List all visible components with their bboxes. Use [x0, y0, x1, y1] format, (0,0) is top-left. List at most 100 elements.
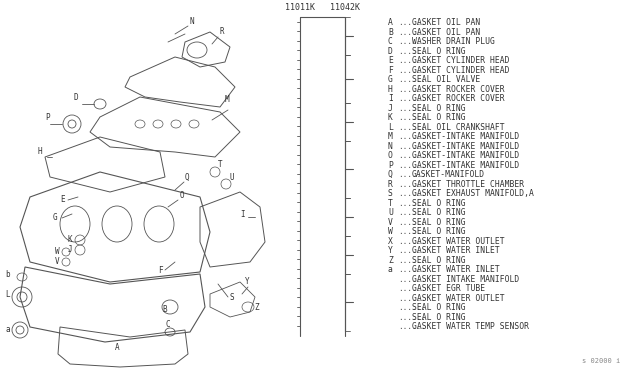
- Text: GASKET EXHAUST MANIFOLD,A: GASKET EXHAUST MANIFOLD,A: [412, 189, 534, 198]
- Text: WASHER DRAIN PLUG: WASHER DRAIN PLUG: [412, 37, 495, 46]
- Text: GASKET WATER OUTLET: GASKET WATER OUTLET: [412, 237, 504, 246]
- Text: I: I: [388, 94, 393, 103]
- Text: SEAL OIL CRANKSHAFT: SEAL OIL CRANKSHAFT: [412, 123, 504, 132]
- Text: V: V: [388, 218, 393, 227]
- Text: F: F: [158, 266, 163, 275]
- Text: M: M: [225, 95, 230, 104]
- Text: ......: ......: [398, 113, 426, 122]
- Text: ......: ......: [398, 218, 426, 227]
- Text: S: S: [230, 293, 235, 302]
- Text: ......: ......: [398, 275, 426, 284]
- Text: ......: ......: [398, 322, 426, 331]
- Text: SEAL O RING: SEAL O RING: [412, 47, 466, 56]
- Text: GASKET OIL PAN: GASKET OIL PAN: [412, 18, 480, 27]
- Text: GASKET-INTAKE MANIFOLD: GASKET-INTAKE MANIFOLD: [412, 132, 519, 141]
- Text: C: C: [166, 320, 171, 329]
- Text: L: L: [5, 290, 10, 299]
- Text: ......: ......: [398, 142, 426, 151]
- Text: E: E: [388, 56, 393, 65]
- Text: K: K: [388, 113, 393, 122]
- Text: I: I: [240, 210, 244, 219]
- Text: J: J: [68, 245, 72, 254]
- Text: T: T: [388, 199, 393, 208]
- Text: A: A: [115, 343, 120, 352]
- Text: ......: ......: [398, 256, 426, 265]
- Text: Z: Z: [254, 303, 259, 312]
- Text: GASKET CYLINDER HEAD: GASKET CYLINDER HEAD: [412, 56, 509, 65]
- Text: H: H: [388, 85, 393, 94]
- Text: P: P: [45, 113, 50, 122]
- Text: ......: ......: [398, 294, 426, 303]
- Text: T: T: [218, 160, 223, 169]
- Text: ......: ......: [398, 199, 426, 208]
- Text: S: S: [388, 189, 393, 198]
- Text: SEAL O RING: SEAL O RING: [412, 313, 466, 322]
- Text: B: B: [388, 28, 393, 37]
- Text: GASKET-INTAKE MANIFOLD: GASKET-INTAKE MANIFOLD: [412, 161, 519, 170]
- Text: W: W: [55, 247, 60, 256]
- Text: D: D: [73, 93, 77, 102]
- Text: GASKET THROTTLE CHAMBER: GASKET THROTTLE CHAMBER: [412, 180, 524, 189]
- Text: b: b: [5, 270, 10, 279]
- Text: ......: ......: [398, 246, 426, 255]
- Text: GASKET EGR TUBE: GASKET EGR TUBE: [412, 284, 485, 293]
- Text: GASKET ROCKER COVER: GASKET ROCKER COVER: [412, 94, 504, 103]
- Text: ......: ......: [398, 313, 426, 322]
- Text: s 02000 i: s 02000 i: [582, 358, 620, 364]
- Text: G: G: [53, 213, 58, 222]
- Text: L: L: [388, 123, 393, 132]
- Text: GASKET OIL PAN: GASKET OIL PAN: [412, 28, 480, 37]
- Text: Q: Q: [388, 170, 393, 179]
- Text: GASKET WATER OUTLET: GASKET WATER OUTLET: [412, 294, 504, 303]
- Text: ......: ......: [398, 170, 426, 179]
- Text: Q: Q: [185, 173, 189, 182]
- Text: ......: ......: [398, 104, 426, 113]
- Text: C: C: [388, 37, 393, 46]
- Text: N: N: [388, 142, 393, 151]
- Text: ......: ......: [398, 265, 426, 274]
- Text: P: P: [388, 161, 393, 170]
- Text: GASKET WATER INLET: GASKET WATER INLET: [412, 246, 500, 255]
- Text: GASKET WATER INLET: GASKET WATER INLET: [412, 265, 500, 274]
- Text: O: O: [388, 151, 393, 160]
- Text: ......: ......: [398, 94, 426, 103]
- Text: SEAL O RING: SEAL O RING: [412, 227, 466, 236]
- Text: GASKET-MANIFOLD: GASKET-MANIFOLD: [412, 170, 485, 179]
- Text: ......: ......: [398, 303, 426, 312]
- Text: ......: ......: [398, 75, 426, 84]
- Text: J: J: [388, 104, 393, 113]
- Text: ......: ......: [398, 18, 426, 27]
- Text: ......: ......: [398, 132, 426, 141]
- Text: Y: Y: [245, 277, 250, 286]
- Text: F: F: [388, 66, 393, 75]
- Text: ......: ......: [398, 151, 426, 160]
- Text: X: X: [388, 237, 393, 246]
- Text: R: R: [388, 180, 393, 189]
- Text: W: W: [388, 227, 393, 236]
- Text: M: M: [388, 132, 393, 141]
- Text: SEAL O RING: SEAL O RING: [412, 113, 466, 122]
- Text: SEAL O RING: SEAL O RING: [412, 303, 466, 312]
- Text: E: E: [60, 195, 65, 204]
- Text: ......: ......: [398, 284, 426, 293]
- Text: ......: ......: [398, 85, 426, 94]
- Text: ......: ......: [398, 28, 426, 37]
- Text: ......: ......: [398, 66, 426, 75]
- Text: ......: ......: [398, 208, 426, 217]
- Text: 11011K: 11011K: [285, 3, 315, 12]
- Text: K: K: [68, 235, 72, 244]
- Text: ......: ......: [398, 237, 426, 246]
- Text: a: a: [388, 265, 393, 274]
- Text: a: a: [5, 325, 10, 334]
- Text: ......: ......: [398, 47, 426, 56]
- Text: Z: Z: [388, 256, 393, 265]
- Text: D: D: [388, 47, 393, 56]
- Text: O: O: [180, 191, 184, 200]
- Text: N: N: [190, 17, 195, 26]
- Text: SEAL O RING: SEAL O RING: [412, 104, 466, 113]
- Text: R: R: [220, 27, 225, 36]
- Text: GASKET INTAKE MANIFOLD: GASKET INTAKE MANIFOLD: [412, 275, 519, 284]
- Text: GASKET ROCKER COVER: GASKET ROCKER COVER: [412, 85, 504, 94]
- Text: SEAL O RING: SEAL O RING: [412, 199, 466, 208]
- Text: ......: ......: [398, 37, 426, 46]
